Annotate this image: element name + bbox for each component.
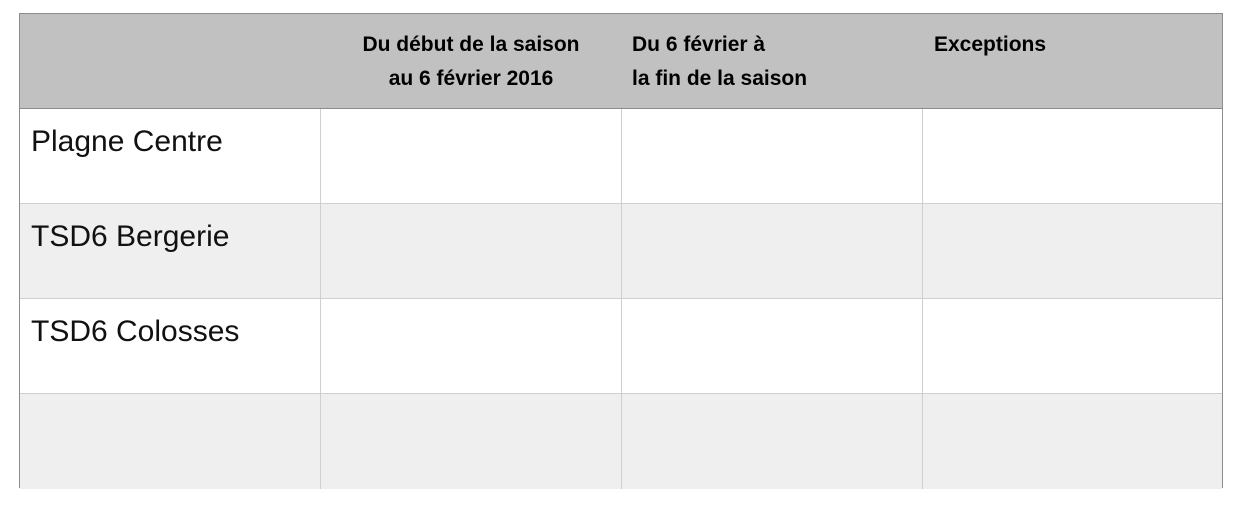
table-cell	[922, 394, 1224, 489]
table-cell	[621, 299, 923, 393]
table-cell	[320, 204, 622, 298]
table-row: TSD6 Bergerie	[20, 204, 1222, 299]
table-row: TSD6 Colosses	[20, 299, 1222, 394]
table-cell	[621, 204, 923, 298]
table-cell	[320, 394, 622, 489]
table-cell	[320, 299, 622, 393]
header-line: la fin de la saison	[632, 67, 808, 90]
table-header: Du début de la saison au 6 février 2016 …	[20, 14, 1222, 109]
table-cell	[922, 204, 1224, 298]
table-cell	[621, 394, 923, 489]
table-cell	[320, 109, 622, 203]
header-line: Du 6 février à	[632, 33, 766, 56]
row-label: TSD6 Bergerie	[31, 220, 230, 253]
header-line: Exceptions	[934, 33, 1047, 56]
header-season-end: Du 6 février à la fin de la saison	[632, 28, 807, 96]
table-row	[20, 394, 1222, 489]
schedule-table: Du début de la saison au 6 février 2016 …	[19, 13, 1223, 489]
header-line: Du début de la saison	[362, 33, 580, 56]
table-cell	[621, 109, 923, 203]
row-label: TSD6 Colosses	[31, 315, 240, 348]
header-exceptions: Exceptions	[934, 28, 1046, 62]
table-row: Plagne Centre	[20, 109, 1222, 204]
header-season-start: Du début de la saison au 6 février 2016	[331, 28, 611, 96]
header-line: au 6 février 2016	[388, 67, 554, 90]
table-cell	[922, 109, 1224, 203]
row-label: Plagne Centre	[31, 125, 223, 158]
table-cell	[922, 299, 1224, 393]
